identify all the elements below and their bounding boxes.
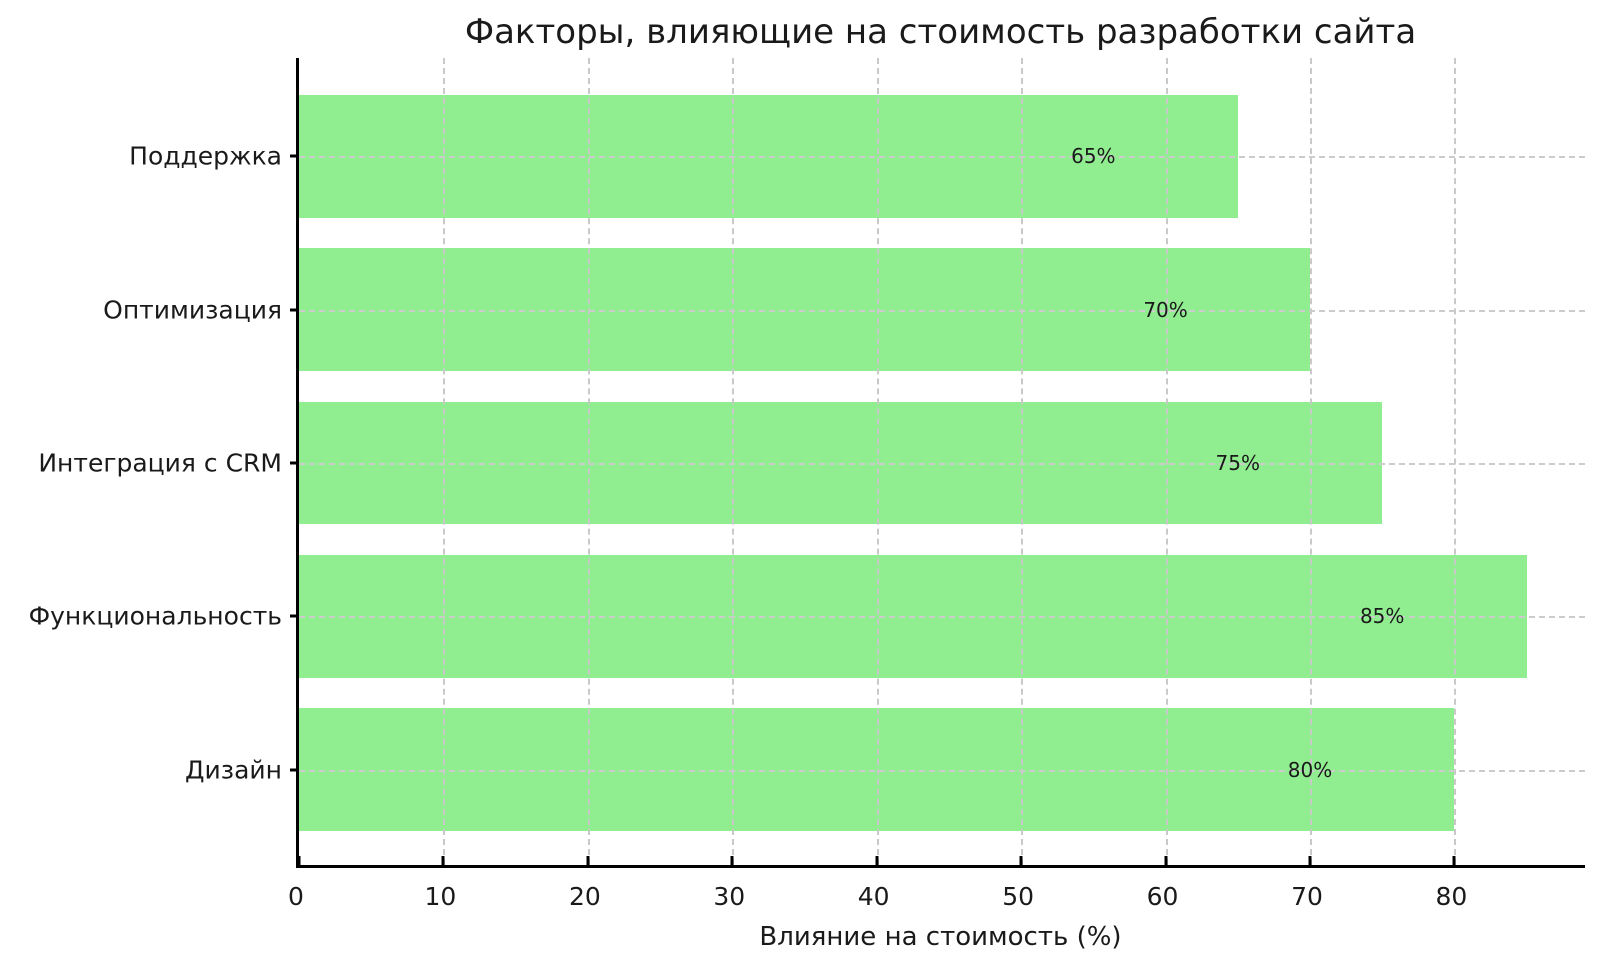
x-axis-label: Влияние на стоимость (%) [759, 922, 1122, 952]
x-tick-label: 30 [713, 882, 746, 911]
x-tick-label: 40 [857, 882, 890, 911]
x-tick-label: 60 [1146, 882, 1179, 911]
x-tick-label: 0 [288, 882, 304, 911]
vertical-gridline [876, 58, 879, 865]
vertical-gridline [587, 58, 590, 865]
horizontal-gridline [299, 463, 1585, 465]
horizontal-gridline [299, 309, 1585, 312]
x-axis-tick [441, 856, 445, 865]
x-tick-label: 10 [424, 882, 457, 911]
vertical-gridline [443, 58, 446, 865]
bar-Функциональность [299, 555, 1527, 678]
bar-value-label: 65% [1071, 144, 1116, 169]
bar-Интеграция с CRM [299, 401, 1383, 525]
x-axis-tick [1308, 856, 1312, 865]
vertical-gridline [1454, 58, 1457, 865]
x-axis-tick [875, 856, 879, 865]
horizontal-gridline [299, 156, 1585, 159]
horizontal-gridline [299, 769, 1585, 772]
y-tick-label: Поддержка [129, 141, 282, 171]
horizontal-gridline [299, 616, 1585, 619]
x-tick-label: 80 [1435, 882, 1468, 911]
x-tick-label: 50 [1002, 882, 1035, 911]
vertical-gridline [732, 58, 735, 865]
vertical-gridline [1309, 58, 1312, 865]
x-axis-tick [730, 856, 734, 865]
y-axis-tick [290, 614, 299, 618]
y-tick-label: Оптимизация [103, 295, 282, 325]
x-axis-tick [297, 856, 301, 865]
x-axis-tick [1019, 856, 1023, 865]
x-axis-tick [1164, 856, 1168, 865]
bar-value-label: 75% [1215, 451, 1260, 475]
y-tick-label: Интеграция с CRM [38, 448, 282, 478]
plot-area: 65% 70% 75% 85% 80% [290, 58, 1585, 868]
vertical-gridline [1165, 58, 1168, 865]
bar-value-label: 70% [1143, 297, 1188, 322]
y-axis-tick [290, 768, 299, 772]
y-axis-tick [290, 461, 299, 465]
y-axis-tick [290, 308, 299, 312]
y-tick-label: Дизайн [185, 755, 282, 785]
x-axis-tick [1452, 856, 1456, 865]
vertical-gridline [1021, 58, 1024, 865]
y-tick-label: Функциональность [28, 601, 282, 631]
chart-title: Факторы, влияющие на стоимость разработк… [464, 12, 1417, 52]
x-tick-label: 70 [1291, 882, 1323, 911]
bar-value-label: 80% [1287, 757, 1333, 782]
x-tick-label: 20 [568, 882, 601, 911]
x-axis-tick [586, 856, 590, 865]
bar-value-label: 85% [1359, 604, 1405, 629]
y-axis-tick [290, 154, 299, 158]
